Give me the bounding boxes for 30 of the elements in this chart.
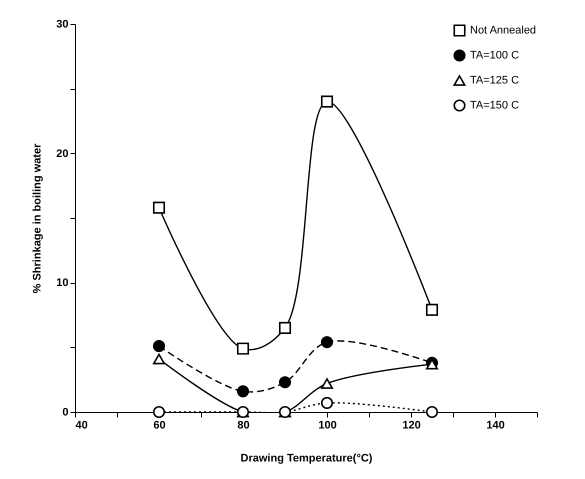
- point: [320, 336, 334, 348]
- x-tick-label: 80: [237, 420, 250, 432]
- legend-label: TA=100 C: [470, 50, 520, 62]
- legend-label: TA=125 C: [470, 74, 520, 86]
- point: [152, 354, 166, 364]
- point: [152, 340, 166, 352]
- point: [152, 406, 166, 418]
- x-tick-label: 40: [76, 420, 88, 432]
- legend-label: TA=150 C: [470, 100, 520, 112]
- point: [278, 376, 292, 388]
- point: [320, 96, 334, 108]
- point: [426, 406, 438, 418]
- point: [320, 378, 334, 389]
- y-tick-label: 0: [62, 406, 68, 418]
- x-tick-label: 140: [486, 420, 505, 432]
- x-tick-label: 100: [318, 420, 337, 432]
- y-tick-label: 30: [56, 18, 68, 30]
- point: [426, 304, 438, 316]
- x-tick-label: 60: [153, 420, 166, 432]
- y-tick-label: 10: [56, 277, 68, 290]
- point: [236, 342, 250, 355]
- legend-label: Not Annealed: [470, 24, 536, 36]
- y-tick-label: 20: [56, 148, 68, 160]
- x-axis-title: Drawing Temperature(°C): [240, 452, 373, 464]
- point: [278, 322, 292, 334]
- point: [236, 385, 250, 398]
- point: [320, 396, 334, 409]
- point: [152, 202, 166, 214]
- y-axis-title: % Shrinkage in boiling water: [31, 142, 44, 294]
- x-tick-label: 120: [402, 420, 421, 432]
